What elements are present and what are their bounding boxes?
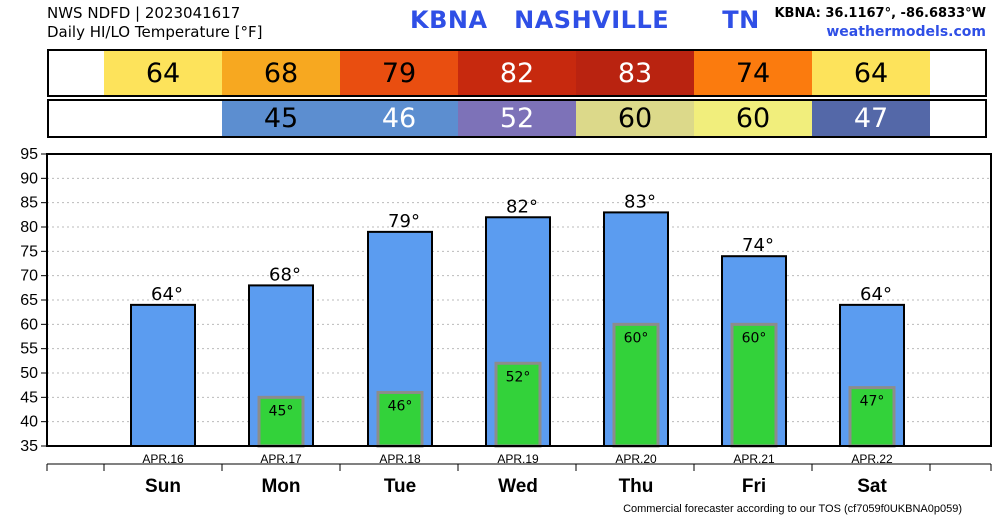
- date-label: APR.20: [615, 452, 657, 466]
- date-label: APR.17: [260, 452, 302, 466]
- day-label: Mon: [261, 476, 300, 497]
- station-title: KBNA NASHVILLE TN: [410, 6, 760, 34]
- low-temp-strip: 45 46 52 60 60 47: [47, 99, 987, 138]
- y-tick-label: 85: [20, 195, 38, 212]
- model-run-label: NWS NDFD | 2023041617: [47, 4, 241, 22]
- low-temp-cell: 47: [812, 101, 930, 136]
- y-tick-label: 90: [20, 170, 38, 187]
- high-value-label: 82°: [506, 196, 538, 217]
- y-tick-label: 65: [20, 292, 38, 309]
- high-temp-cell: 79: [340, 51, 458, 95]
- footer-note: Commercial forecaster according to our T…: [623, 503, 962, 515]
- y-tick-label: 70: [20, 268, 38, 285]
- y-tick-label: 40: [20, 414, 38, 431]
- day-label: Tue: [384, 476, 416, 497]
- low-bar: [612, 322, 660, 448]
- high-value-label: 64°: [860, 284, 892, 305]
- day-label: Sat: [857, 476, 887, 497]
- low-temp-cell: 45: [222, 101, 340, 136]
- y-tick-label: 50: [20, 365, 38, 382]
- low-value-label: 47°: [860, 394, 885, 410]
- high-temp-cell: 64: [812, 51, 930, 95]
- high-value-label: 74°: [742, 235, 774, 256]
- day-label: Sun: [145, 476, 181, 497]
- low-temp-cell: 52: [458, 101, 576, 136]
- y-tick-label: 45: [20, 389, 38, 406]
- header-right: KBNA: 36.1167°, -86.6833°W weathermodels…: [774, 4, 986, 42]
- high-temp-strip: 64 68 79 82 83 74 64: [47, 49, 987, 97]
- low-temp-cell: 60: [576, 101, 694, 136]
- high-value-label: 79°: [388, 211, 420, 232]
- date-label: APR.21: [733, 452, 775, 466]
- variable-label: Daily HI/LO Temperature [°F]: [47, 23, 263, 41]
- low-temp-cell: [104, 101, 222, 136]
- high-temp-cell: 74: [694, 51, 812, 95]
- date-label: APR.16: [142, 452, 184, 466]
- high-temp-cell: 82: [458, 51, 576, 95]
- high-temp-cell: 68: [222, 51, 340, 95]
- high-temp-cell: 64: [104, 51, 222, 95]
- low-value-label: 60°: [624, 330, 649, 346]
- low-value-label: 60°: [742, 330, 767, 346]
- high-bar: [130, 303, 196, 447]
- low-temp-cell: 46: [340, 101, 458, 136]
- high-value-label: 64°: [151, 284, 183, 305]
- y-tick-label: 55: [20, 341, 38, 358]
- low-bar: [730, 322, 778, 448]
- day-label: Wed: [498, 476, 538, 497]
- y-tick-label: 35: [20, 438, 38, 455]
- y-tick-label: 80: [20, 219, 38, 236]
- station-coords: KBNA: 36.1167°, -86.6833°W: [774, 6, 986, 21]
- date-label: APR.18: [379, 452, 421, 466]
- high-value-label: 83°: [624, 191, 656, 212]
- y-tick-label: 60: [20, 316, 38, 333]
- low-bar: [257, 395, 305, 448]
- low-value-label: 45°: [269, 403, 294, 419]
- low-value-label: 46°: [388, 398, 413, 414]
- date-label: APR.19: [497, 452, 539, 466]
- site-link[interactable]: weathermodels.com: [826, 24, 986, 40]
- low-temp-cell: 60: [694, 101, 812, 136]
- y-tick-label: 75: [20, 243, 38, 260]
- high-temp-cell: 83: [576, 51, 694, 95]
- y-tick-label: 95: [20, 146, 38, 163]
- day-label: Thu: [619, 476, 654, 497]
- high-value-label: 68°: [269, 264, 301, 285]
- plot-frame: [46, 153, 992, 447]
- date-label: APR.22: [851, 452, 893, 466]
- low-value-label: 52°: [506, 369, 531, 385]
- header-info: NWS NDFD | 2023041617 Daily HI/LO Temper…: [47, 4, 263, 42]
- day-label: Fri: [742, 476, 766, 497]
